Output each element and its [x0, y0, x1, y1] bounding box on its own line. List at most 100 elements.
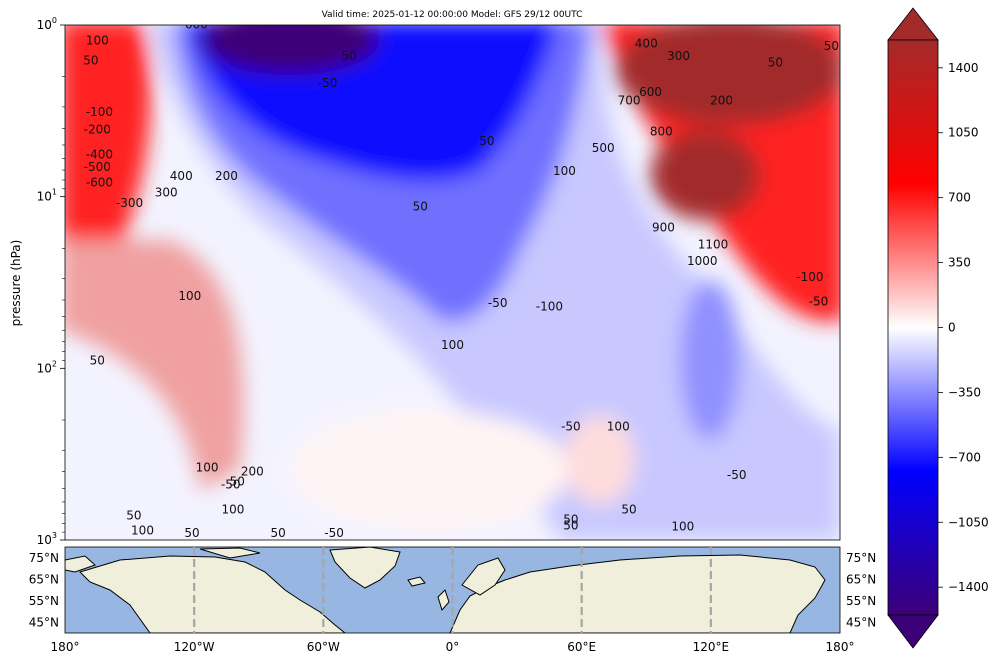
contour-label: 50: [83, 54, 98, 68]
contour-label: 50: [479, 134, 494, 148]
colorbar-tick-label: −1050: [948, 515, 989, 529]
map-longitude-label: 120°E: [693, 640, 730, 654]
map-longitude-label: 60°E: [567, 640, 596, 654]
colorbar-tick-label: 700: [948, 191, 971, 205]
y-tick-label: 102: [37, 359, 57, 375]
contour-label: 50: [621, 502, 636, 516]
colorbar-tick-label: 350: [948, 256, 971, 270]
contour-label: 100: [553, 164, 576, 178]
map-longitude-label: 180°: [826, 640, 855, 654]
map-latitude-label-left: 45°N: [29, 615, 59, 629]
chart-title: Valid time: 2025-01-12 00:00:00 Model: G…: [322, 10, 583, 20]
map-latitude-label-right: 75°N: [846, 551, 876, 565]
contour-label: 50: [270, 526, 285, 540]
y-axis-label: pressure (hPa): [9, 240, 23, 327]
contour-label: 300: [667, 49, 690, 63]
y-tick-exponent: 2: [52, 359, 57, 368]
map-latitude-label-right: 65°N: [846, 572, 876, 586]
contour-label: -50: [221, 477, 241, 491]
map-latitude-label-left: 75°N: [29, 551, 59, 565]
land-north-america: [79, 555, 346, 633]
y-tick-exponent: 1: [52, 188, 57, 197]
y-tick-label: 103: [37, 531, 57, 547]
contour-label: -100: [536, 299, 563, 313]
land-britain: [437, 589, 450, 612]
colorbar-tick-label: 1050: [948, 126, 979, 140]
contour-label: 50: [563, 512, 578, 526]
contour-label: 50: [230, 474, 245, 488]
pale-region-central: [290, 410, 570, 530]
contour-label: -50: [318, 76, 338, 90]
colorbar-extend-top: [887, 7, 939, 41]
contour-label: -50: [488, 296, 508, 310]
y-tick-label: 100: [37, 16, 57, 32]
contour-label: 100: [178, 289, 201, 303]
pale-region-east: [565, 415, 635, 505]
contour-label: 100: [671, 519, 694, 533]
colorbar-tick-label: 1400: [948, 61, 979, 75]
colorbar-tick-label: −700: [948, 450, 981, 464]
contour-label: -50: [561, 419, 581, 433]
contour-label: 600: [639, 85, 662, 99]
y-tick-base: 10: [37, 18, 52, 32]
map-latitude-label-right: 45°N: [846, 615, 876, 629]
y-tick-base: 10: [37, 533, 52, 547]
contour-label: 200: [710, 93, 733, 107]
blue-region-southeast: [680, 280, 740, 440]
positive-anomaly-west: [65, 25, 151, 260]
positive-anomaly-east-peak: [615, 25, 840, 125]
colorbar-extend-bottom: [887, 614, 939, 649]
contour-label: 700: [618, 93, 641, 107]
map-longitude-labels: 180° 120°W 60°W 0° 60°E 120°E 180°: [51, 640, 855, 654]
contour-label: 500: [592, 141, 615, 155]
map-land: [65, 547, 826, 633]
contour-label: 100: [441, 338, 464, 352]
map-longitude-label: 180°: [51, 640, 80, 654]
colorbar-tick-label: 0: [948, 321, 956, 335]
heatmap-frame: [64, 24, 841, 541]
contour-label: -50: [727, 468, 747, 482]
contour-label: -200: [84, 123, 111, 137]
contour-label: -50: [324, 526, 344, 540]
contour-label: 800: [650, 124, 673, 138]
contour-label: 100: [86, 34, 109, 48]
contour-label: 50: [342, 49, 357, 63]
positive-anomaly-east-lower: [650, 130, 760, 220]
negative-anomaly-peak: [200, 25, 380, 75]
contour-label: 200: [215, 169, 238, 183]
map-latitude-label-right: 55°N: [846, 594, 876, 608]
positive-anomaly-west-tail: [65, 240, 244, 490]
contour-label: 50: [563, 519, 578, 533]
contour-label: 300: [155, 186, 178, 200]
map-longitude-label: 0°: [446, 640, 460, 654]
land-scandinavia: [461, 557, 506, 596]
contour-label: 100: [131, 524, 154, 538]
contour-label: 50: [126, 509, 141, 523]
map-longitude-label: 120°W: [174, 640, 215, 654]
colorbar-body: [887, 39, 939, 616]
contour-label: 400: [635, 36, 658, 50]
y-tick-exponent: 3: [52, 531, 57, 540]
colorbar-tick-label: −1400: [948, 580, 989, 594]
contour-label: 50: [90, 354, 105, 368]
contour-label: 50: [184, 526, 199, 540]
contour-label: 600: [185, 18, 208, 32]
contour-label: -300: [116, 196, 143, 210]
y-tick-exponent: 0: [52, 16, 57, 25]
colorbar-tick-label: −350: [948, 385, 981, 399]
contour-label: 900: [652, 221, 675, 235]
contour-label: -100: [86, 105, 113, 119]
map-longitude-label: 60°W: [307, 640, 340, 654]
contour-label: -600: [86, 175, 113, 189]
land-greenland: [329, 547, 401, 589]
colorbar-ticks: 1400 1050 700 350 0 −350 −700 −1050 −1400: [938, 61, 989, 594]
contour-label: 50: [824, 39, 839, 53]
contour-label: 200: [241, 464, 264, 478]
y-tick-base: 10: [37, 190, 52, 204]
map-gridlines: [193, 547, 712, 633]
contour-label: 1000: [687, 254, 718, 268]
